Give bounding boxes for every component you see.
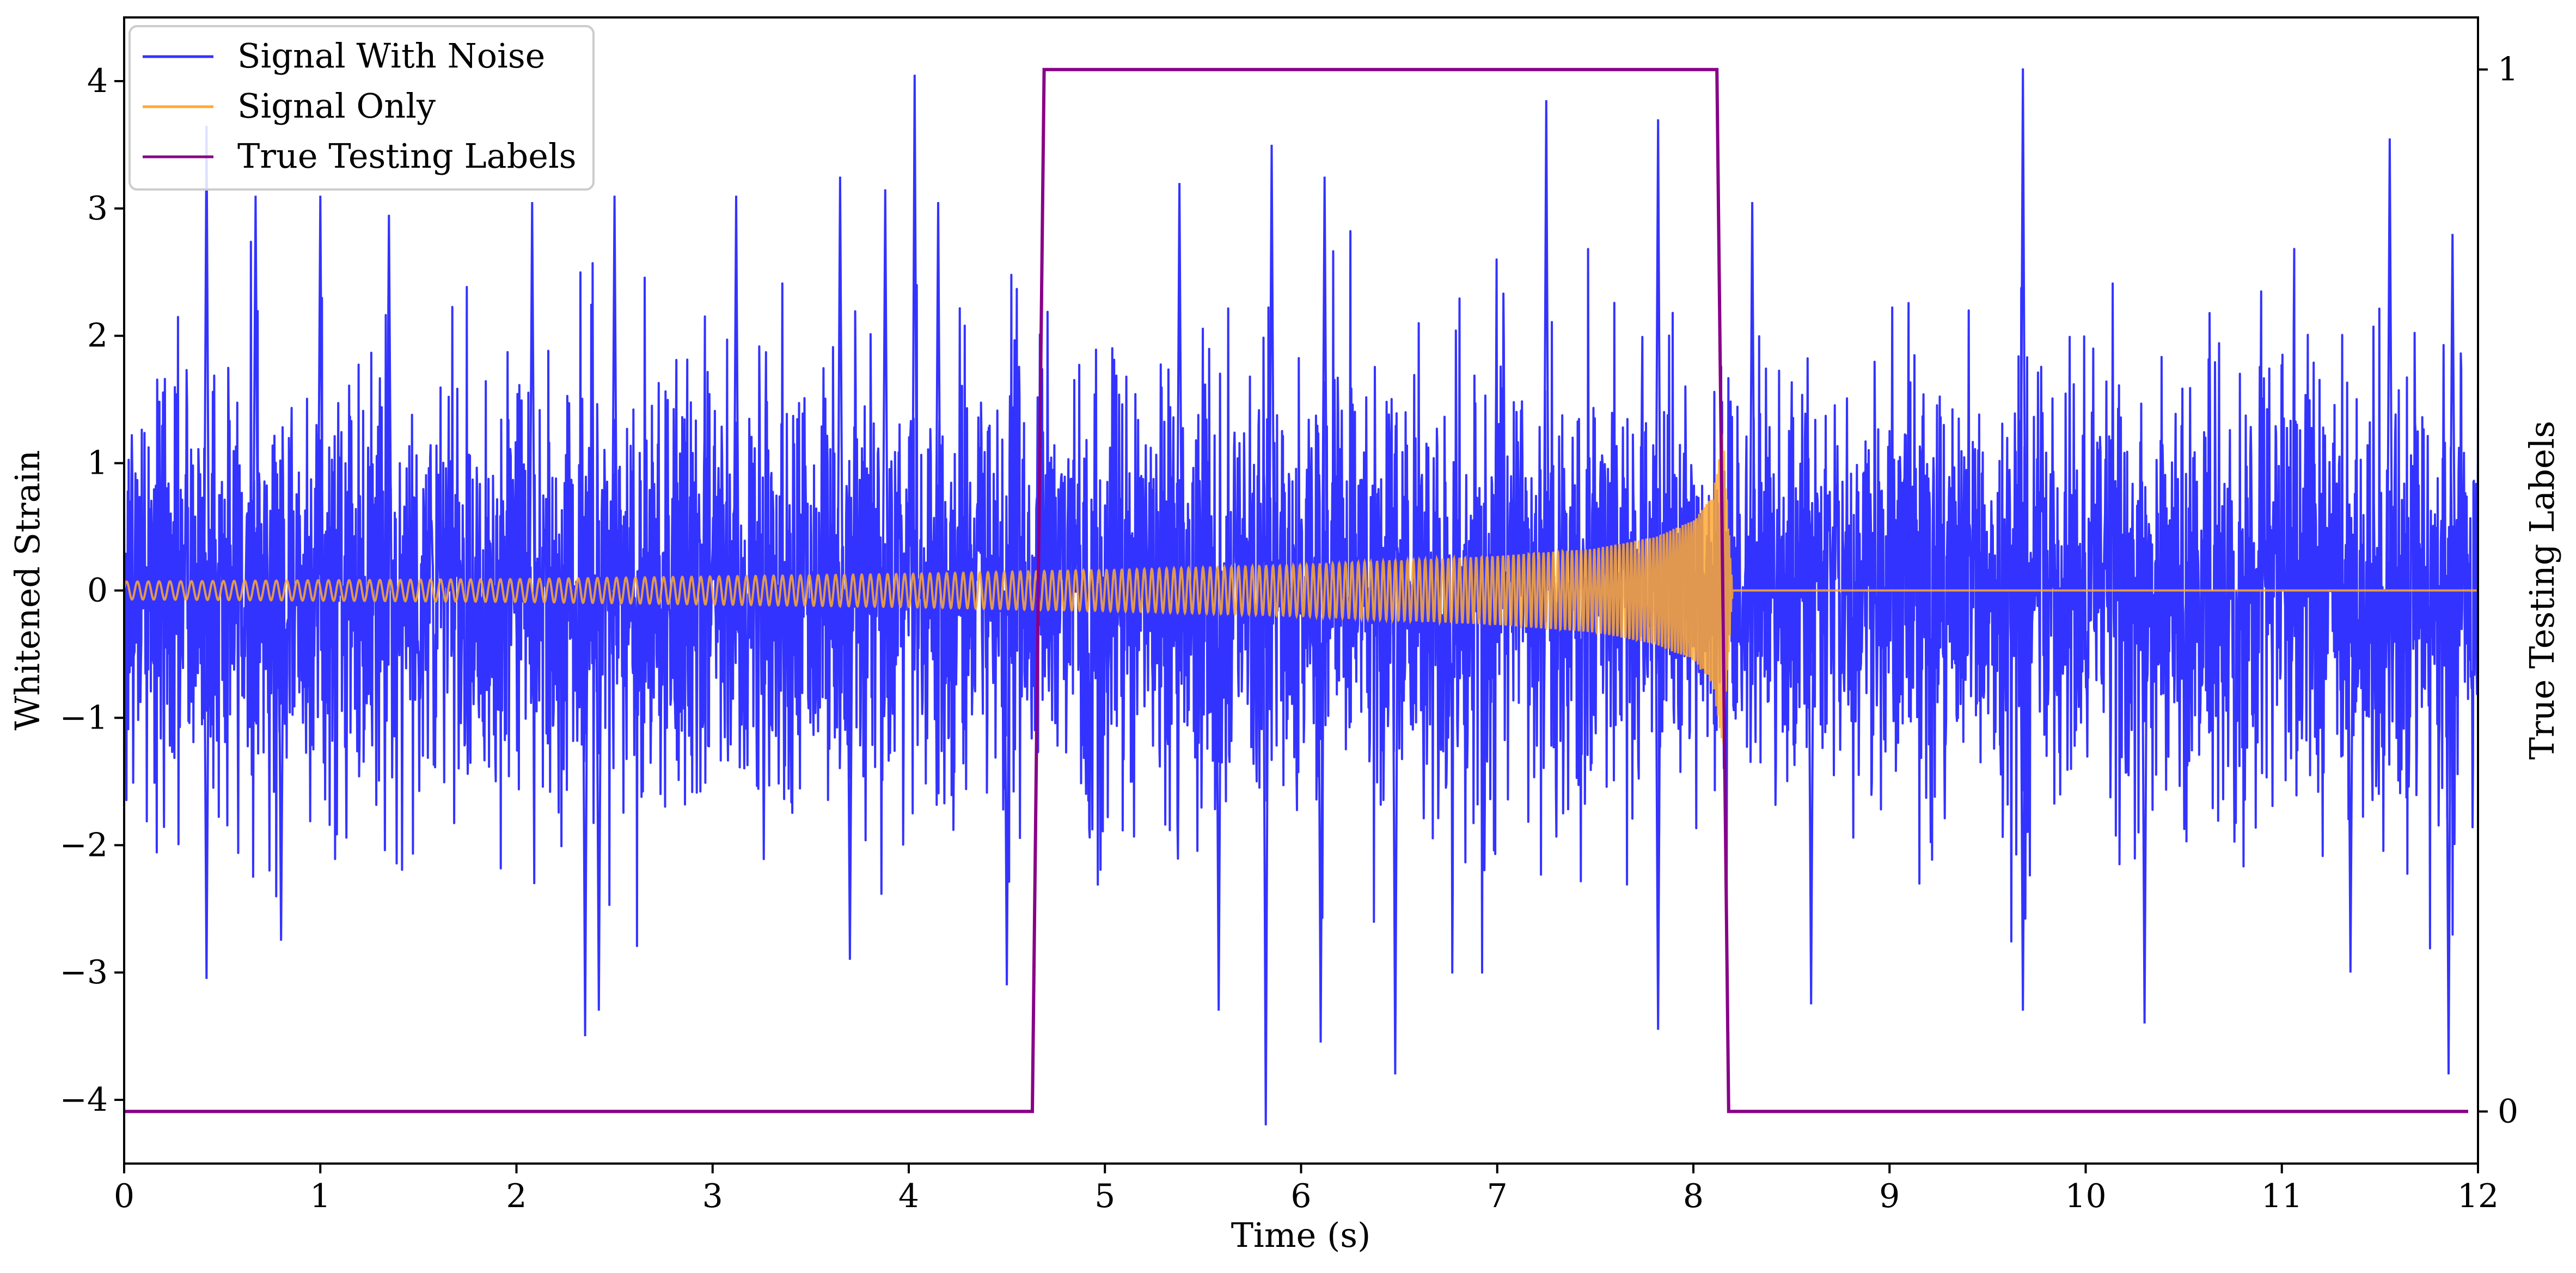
series-layer [124, 68, 2478, 1125]
x-tick-label: 8 [1683, 1177, 1704, 1215]
x-tick-label: 4 [898, 1177, 919, 1215]
x-tick-label: 7 [1487, 1177, 1508, 1215]
signal-with-noise-spike [1262, 590, 1269, 1125]
signal-with-noise-spike [1654, 590, 1662, 1030]
legend: Signal With Noise Signal Only True Testi… [129, 25, 595, 191]
x-tick-label: 2 [506, 1177, 527, 1215]
signal-with-noise-spike [203, 590, 210, 979]
signal-with-noise-spike [2141, 590, 2148, 1024]
y2-axis-label: True Testing Labels [2522, 421, 2562, 760]
signal-with-noise-spike [582, 590, 589, 1037]
legend-label-signal-with-noise: Signal With Noise [237, 36, 545, 76]
signal-with-noise-spike [1317, 590, 1324, 1043]
signal-with-noise-spike [386, 215, 393, 591]
signal-with-noise-spike [2347, 590, 2354, 973]
signal-with-noise-spike [2019, 68, 2027, 591]
signal-with-noise-spike [2445, 590, 2452, 1075]
y2-tick-label: 0 [2498, 1092, 2518, 1130]
y-tick-label: −4 [60, 1081, 108, 1119]
signal-with-noise-spike [1654, 119, 1662, 591]
signal-with-noise-spike [1321, 176, 1329, 591]
x-axis: 0 1 2 3 4 5 6 7 8 9 10 11 12 [114, 1164, 2499, 1215]
series-signal-with-noise [124, 230, 2478, 974]
x-tick-label: 9 [1879, 1177, 1900, 1215]
y-tick-label: 2 [87, 317, 108, 355]
signal-with-noise-spike [911, 75, 919, 591]
legend-label-true-testing-labels: True Testing Labels [237, 136, 577, 176]
y-axis-left: 4 3 2 1 0 −1 −2 −3 −4 [60, 62, 124, 1119]
y-tick-label: −1 [60, 699, 108, 737]
y-axis-right: 10 [2478, 51, 2518, 1130]
y-tick-label: 1 [87, 444, 108, 482]
legend-box [129, 25, 595, 191]
y2-tick-label: 1 [2498, 51, 2518, 89]
signal-with-noise-spike [277, 590, 285, 941]
signal-with-noise-spike [316, 195, 324, 591]
series-signal-only [124, 434, 2478, 744]
signal-with-noise-spike [2019, 590, 2027, 1011]
series-signal-with-noise-spikes [203, 68, 2456, 1125]
signal-with-noise-spike [732, 195, 740, 591]
x-tick-label: 3 [702, 1177, 723, 1215]
y-tick-label: 0 [87, 572, 108, 610]
x-tick-label: 1 [310, 1177, 331, 1215]
series-true-testing-labels [124, 68, 2468, 1113]
signal-with-noise-spike [1392, 590, 1399, 1075]
signal-with-noise-spike [1807, 590, 1815, 1005]
signal-with-noise-spike [934, 202, 942, 591]
signal-with-noise-spike [252, 195, 259, 591]
signal-with-noise-spike [529, 202, 536, 591]
signal-with-noise-spike [846, 590, 854, 960]
x-tick-label: 6 [1290, 1177, 1311, 1215]
signal-with-noise-spike [595, 590, 603, 1011]
signal-with-noise-spike [1268, 144, 1275, 591]
signal-with-noise-spike [1215, 590, 1222, 1011]
x-tick-label: 0 [114, 1177, 134, 1215]
y-tick-label: −2 [60, 826, 108, 864]
x-tick-label: 12 [2457, 1177, 2499, 1215]
y-tick-label: 3 [87, 189, 108, 228]
y-tick-label: −3 [60, 953, 108, 992]
signal-with-noise-spike [882, 189, 889, 591]
signal-with-noise-spike [1543, 100, 1550, 591]
legend-label-signal-only: Signal Only [237, 86, 436, 126]
signal-with-noise-spike [611, 195, 618, 591]
signal-with-noise-spike [1748, 202, 1756, 591]
x-tick-label: 5 [1094, 1177, 1115, 1215]
y-axis-label: Whitened Strain [8, 450, 47, 731]
signal-with-noise-spike [2386, 138, 2394, 591]
signal-with-noise-spike [1176, 183, 1183, 591]
signal-with-noise-spike [2449, 234, 2456, 591]
y-tick-label: 4 [87, 62, 108, 100]
signal-with-noise-spike [1003, 590, 1011, 986]
signal-with-noise-spike [836, 176, 844, 591]
x-tick-label: 10 [2065, 1177, 2106, 1215]
x-axis-label: Time (s) [1231, 1215, 1371, 1255]
x-tick-label: 11 [2261, 1177, 2303, 1215]
